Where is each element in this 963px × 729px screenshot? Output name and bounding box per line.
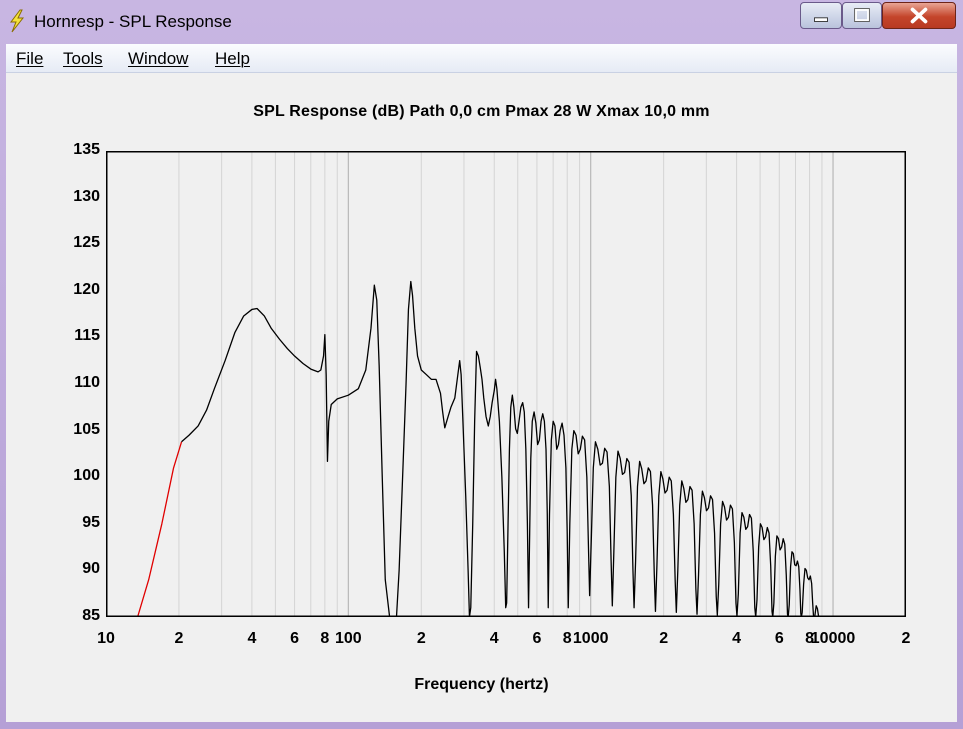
x-tick-label: 8	[805, 630, 814, 647]
menu-file[interactable]: File	[16, 49, 44, 68]
x-tick-label: 4	[247, 630, 257, 647]
chart-area: SPL Response (dB) Path 0,0 cm Pmax 28 W …	[6, 73, 957, 722]
x-axis-title: Frequency (hertz)	[414, 676, 549, 693]
chart-title: SPL Response (dB) Path 0,0 cm Pmax 28 W …	[253, 103, 710, 120]
spl-plot	[106, 151, 906, 617]
y-tick-label: 110	[74, 374, 100, 391]
x-tick-label: 2	[901, 630, 911, 647]
minimize-button[interactable]	[800, 2, 842, 29]
series-line-black	[181, 280, 820, 617]
x-tick-label: 8	[320, 630, 330, 647]
x-tick-label: 4	[489, 630, 499, 647]
x-tick-label: 10000	[810, 630, 856, 647]
y-tick-label: 85	[82, 607, 100, 624]
x-tick-label: 2	[416, 630, 426, 647]
menu-help[interactable]: Help	[215, 49, 250, 68]
window-title: Hornresp - SPL Response	[34, 12, 232, 31]
close-icon	[910, 7, 928, 24]
y-tick-label: 95	[82, 513, 100, 531]
x-tick-label: 6	[774, 630, 784, 647]
menu-bar: File Tools Window Help	[6, 44, 957, 73]
y-tick-label: 115	[74, 327, 100, 345]
y-tick-label: 90	[82, 560, 100, 578]
minimize-icon	[814, 17, 828, 22]
series-line-red	[136, 441, 183, 617]
y-tick-label: 105	[73, 420, 100, 438]
plot-frame	[106, 151, 906, 617]
x-tick-label: 6	[532, 630, 542, 647]
y-tick-label: 130	[73, 187, 100, 205]
x-tick-label: 1000	[572, 630, 609, 647]
menu-tools[interactable]: Tools	[63, 49, 103, 68]
menu-window[interactable]: Window	[128, 49, 189, 68]
y-tick-label: 100	[73, 467, 100, 485]
y-tick-label: 125	[73, 234, 100, 252]
y-tick-label: 120	[73, 280, 100, 298]
maximize-button[interactable]	[842, 2, 882, 29]
y-tick-label: 135	[73, 141, 100, 158]
x-tick-label: 4	[732, 630, 742, 647]
maximize-icon	[854, 8, 870, 22]
close-button[interactable]	[882, 2, 956, 29]
x-tick-label: 10	[97, 630, 115, 647]
lightning-icon	[10, 9, 25, 33]
title-bar[interactable]: Hornresp - SPL Response	[0, 0, 963, 42]
x-tick-label: 6	[290, 630, 300, 647]
x-tick-label: 100	[334, 630, 362, 647]
x-tick-label: 2	[174, 630, 184, 647]
x-tick-label: 8	[562, 630, 572, 647]
x-tick-label: 2	[659, 630, 669, 647]
